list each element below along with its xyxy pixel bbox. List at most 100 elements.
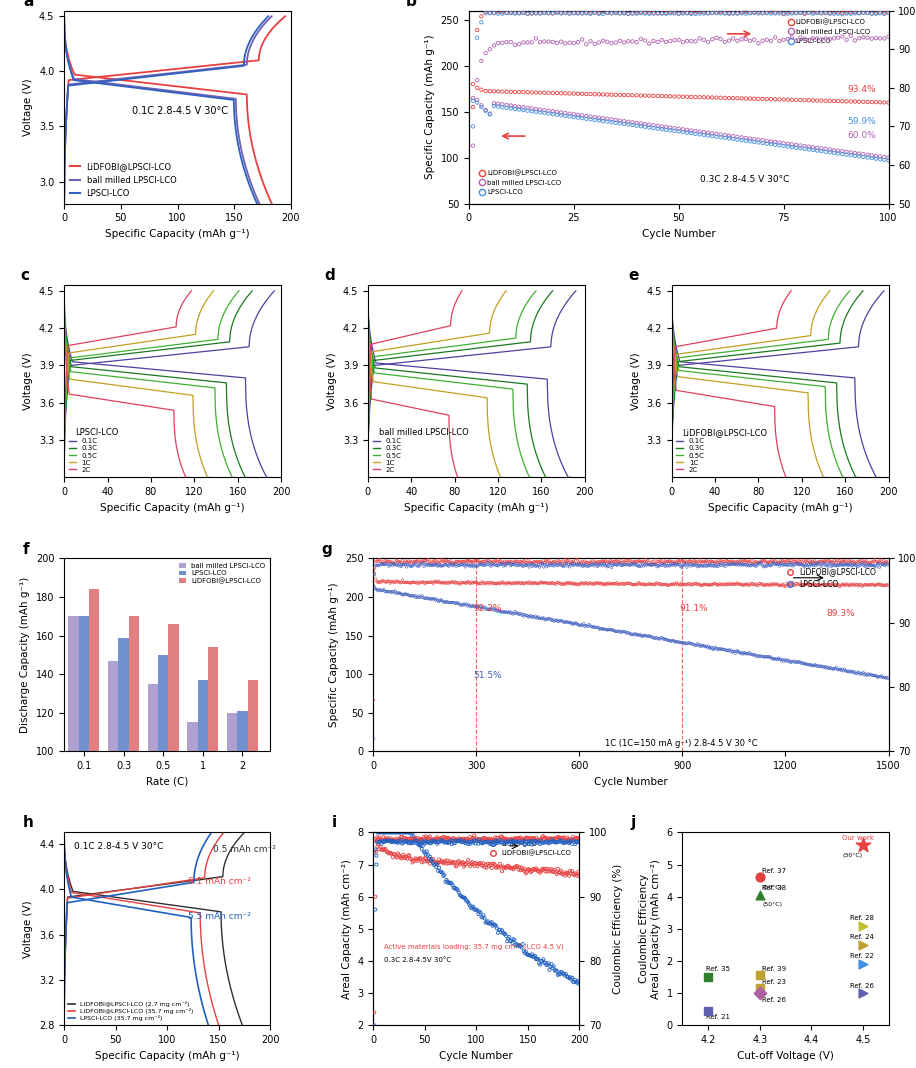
Point bbox=[687, 635, 702, 653]
Point bbox=[442, 574, 457, 591]
Point bbox=[530, 863, 545, 880]
Point bbox=[689, 575, 703, 592]
Point bbox=[456, 830, 471, 847]
Point bbox=[666, 577, 681, 594]
Point bbox=[634, 557, 649, 575]
Point bbox=[414, 853, 429, 870]
Point bbox=[570, 833, 584, 850]
Point bbox=[860, 576, 875, 593]
Point bbox=[452, 830, 466, 847]
Point bbox=[860, 29, 875, 46]
Point bbox=[372, 829, 387, 846]
Point bbox=[785, 552, 800, 569]
Point bbox=[432, 556, 447, 574]
Point bbox=[686, 576, 701, 593]
Point bbox=[585, 575, 600, 592]
Point bbox=[517, 576, 531, 593]
Point bbox=[642, 35, 657, 52]
Point bbox=[839, 555, 854, 572]
Point bbox=[494, 555, 508, 572]
Point bbox=[572, 829, 586, 846]
Point bbox=[459, 575, 474, 592]
Point bbox=[730, 32, 745, 49]
Point bbox=[422, 555, 437, 572]
Point bbox=[831, 661, 845, 678]
Point bbox=[511, 575, 526, 592]
Point bbox=[429, 554, 443, 571]
Point bbox=[869, 668, 884, 685]
Point bbox=[862, 666, 877, 684]
Point bbox=[780, 552, 794, 569]
Point bbox=[524, 832, 539, 849]
Point bbox=[881, 28, 896, 45]
Point bbox=[790, 653, 804, 670]
Point bbox=[374, 553, 388, 570]
Point bbox=[487, 553, 502, 570]
Point bbox=[451, 882, 465, 899]
Point bbox=[508, 834, 523, 851]
Point bbox=[461, 556, 475, 574]
Point bbox=[394, 832, 409, 849]
Point bbox=[438, 874, 453, 891]
Text: Ref. 22: Ref. 22 bbox=[850, 954, 874, 959]
Point bbox=[671, 556, 686, 574]
Point bbox=[711, 554, 725, 571]
Point bbox=[376, 556, 390, 574]
Point bbox=[535, 861, 550, 878]
Point bbox=[447, 594, 462, 611]
Point bbox=[734, 556, 748, 574]
Point bbox=[823, 141, 837, 158]
Point bbox=[557, 965, 572, 983]
Point bbox=[839, 554, 854, 571]
Point bbox=[744, 577, 758, 594]
Point bbox=[835, 552, 850, 569]
Point bbox=[630, 556, 645, 574]
Point bbox=[437, 829, 452, 846]
Point bbox=[779, 553, 793, 570]
Point bbox=[567, 866, 582, 883]
Point bbox=[450, 832, 464, 849]
Point bbox=[743, 4, 758, 21]
Point bbox=[395, 829, 409, 846]
Point bbox=[632, 575, 647, 592]
Point bbox=[567, 575, 582, 592]
Point bbox=[533, 553, 548, 570]
Point bbox=[425, 833, 440, 850]
Point bbox=[579, 4, 594, 21]
Point bbox=[671, 31, 686, 48]
Point bbox=[874, 555, 889, 572]
Point bbox=[398, 831, 413, 848]
Point bbox=[756, 135, 770, 152]
Point bbox=[485, 575, 500, 592]
Point bbox=[814, 576, 829, 593]
Point bbox=[670, 556, 684, 574]
Point bbox=[766, 575, 780, 592]
Point bbox=[612, 555, 627, 572]
Text: (50°C): (50°C) bbox=[762, 902, 782, 908]
Point bbox=[634, 3, 649, 20]
Point bbox=[874, 576, 889, 593]
Point bbox=[703, 552, 718, 569]
Point bbox=[566, 556, 581, 574]
Point bbox=[498, 834, 513, 851]
Point bbox=[628, 555, 643, 572]
Point bbox=[529, 610, 544, 627]
Point bbox=[772, 91, 787, 108]
Point bbox=[593, 621, 607, 638]
Point bbox=[868, 30, 883, 47]
Point bbox=[806, 5, 821, 22]
Point bbox=[538, 833, 552, 850]
Point bbox=[827, 577, 842, 594]
Point bbox=[654, 556, 669, 574]
Point bbox=[520, 946, 535, 963]
Point bbox=[738, 3, 753, 20]
Point bbox=[560, 614, 574, 631]
Point bbox=[655, 121, 670, 138]
Point bbox=[414, 833, 429, 850]
Point bbox=[425, 574, 440, 591]
Point bbox=[717, 641, 732, 658]
Bar bbox=[247, 680, 258, 944]
Point bbox=[857, 553, 872, 570]
Point bbox=[818, 140, 833, 157]
Point bbox=[649, 576, 663, 593]
